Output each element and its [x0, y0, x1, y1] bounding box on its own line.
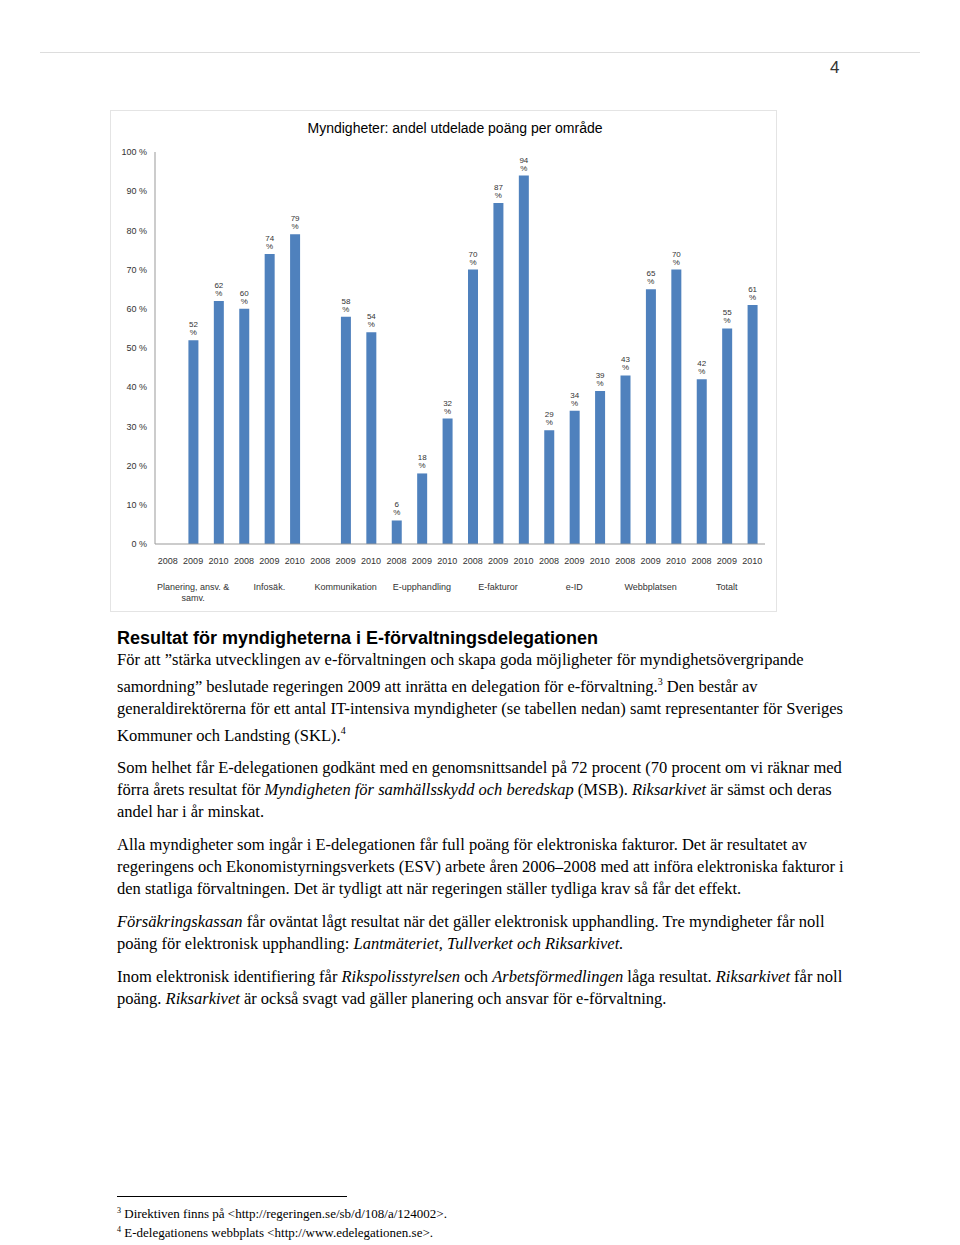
svg-text:2009: 2009: [183, 556, 203, 566]
svg-text:20 %: 20 %: [126, 461, 147, 471]
svg-text:2010: 2010: [666, 556, 686, 566]
svg-text:55%: 55%: [723, 308, 732, 325]
html-text:Alla myndigheter som ingår i E: Alla myndigheter som ingår i E-delegatio…: [117, 835, 844, 898]
html-text:För att ”stärka utvecklingen a: För att ”stärka utvecklingen av e-förval…: [117, 650, 843, 744]
svg-text:2010: 2010: [590, 556, 610, 566]
svg-text:10 %: 10 %: [126, 500, 147, 510]
svg-text:2009: 2009: [564, 556, 584, 566]
svg-text:40 %: 40 %: [126, 382, 147, 392]
svg-text:50 %: 50 %: [126, 343, 147, 353]
svg-text:2008: 2008: [310, 556, 330, 566]
svg-text:Kommunikation: Kommunikation: [315, 582, 377, 592]
svg-text:2009: 2009: [641, 556, 661, 566]
svg-text:94%: 94%: [519, 156, 528, 173]
svg-text:2008: 2008: [386, 556, 406, 566]
svg-text:32%: 32%: [443, 399, 452, 416]
html-text:Myndigheter: andel utdelade po: Myndigheter: andel utdelade poäng per om…: [307, 120, 603, 136]
html-text:Som helhet får E-delegationen: Som helhet får E-delegationen godkänt me…: [117, 758, 842, 821]
svg-text:29%: 29%: [545, 410, 554, 427]
svg-text:2010: 2010: [285, 556, 305, 566]
svg-text:2010: 2010: [437, 556, 457, 566]
svg-text:87%: 87%: [494, 183, 503, 200]
svg-text:6%: 6%: [393, 500, 400, 517]
svg-text:30 %: 30 %: [126, 422, 147, 432]
svg-text:2008: 2008: [463, 556, 483, 566]
svg-text:58%: 58%: [341, 297, 350, 314]
html-text:4: 4: [830, 58, 840, 77]
svg-text:2008: 2008: [539, 556, 559, 566]
svg-text:2010: 2010: [514, 556, 534, 566]
svg-text:43%: 43%: [621, 355, 630, 372]
svg-text:2009: 2009: [336, 556, 356, 566]
svg-text:E-fakturor: E-fakturor: [478, 582, 518, 592]
svg-text:2009: 2009: [412, 556, 432, 566]
svg-text:60 %: 60 %: [126, 304, 147, 314]
svg-text:42%: 42%: [697, 359, 706, 376]
html-text:3 Direktiven finns på <http://: 3 Direktiven finns på <http://regeringen…: [117, 1206, 447, 1222]
svg-text:2009: 2009: [488, 556, 508, 566]
svg-text:2009: 2009: [259, 556, 279, 566]
html-text:Inom elektronisk identifiering: Inom elektronisk identifiering får Riksp…: [117, 967, 843, 1008]
svg-text:70%: 70%: [469, 250, 478, 267]
svg-text:80 %: 80 %: [126, 226, 147, 236]
html-text:Försäkringskassan får oväntat: Försäkringskassan får oväntat lågt resul…: [117, 912, 825, 953]
svg-text:70%: 70%: [672, 250, 681, 267]
svg-text:34%: 34%: [570, 391, 579, 408]
svg-text:39%: 39%: [596, 371, 605, 388]
svg-text:2008: 2008: [691, 556, 711, 566]
svg-text:62%: 62%: [214, 281, 223, 298]
svg-text:Planering, ansv. &: Planering, ansv. &: [157, 582, 229, 592]
svg-text:74%: 74%: [265, 234, 274, 251]
svg-text:70 %: 70 %: [126, 265, 147, 275]
svg-text:2008: 2008: [234, 556, 254, 566]
svg-text:Infosäk.: Infosäk.: [254, 582, 286, 592]
svg-text:52%: 52%: [189, 320, 198, 337]
svg-text:Totalt: Totalt: [716, 582, 738, 592]
svg-text:E-upphandling: E-upphandling: [393, 582, 451, 592]
svg-text:2010: 2010: [361, 556, 381, 566]
html-text:4 E-delegationens webbplats <h: 4 E-delegationens webbplats <http://www.…: [117, 1225, 433, 1241]
svg-text:2010: 2010: [742, 556, 762, 566]
svg-text:e-ID: e-ID: [566, 582, 584, 592]
html-text:Resultat för myndigheterna i E: Resultat för myndigheterna i E-förvaltni…: [117, 628, 599, 648]
svg-text:Webbplatsen: Webbplatsen: [624, 582, 676, 592]
svg-text:0 %: 0 %: [131, 539, 147, 549]
svg-text:65%: 65%: [646, 269, 655, 286]
svg-text:2009: 2009: [717, 556, 737, 566]
svg-text:79%: 79%: [291, 214, 300, 231]
svg-text:samv.: samv.: [181, 593, 204, 603]
svg-text:61%: 61%: [748, 285, 757, 302]
svg-text:100 %: 100 %: [121, 147, 147, 157]
svg-text:18%: 18%: [418, 453, 427, 470]
svg-text:60%: 60%: [240, 289, 249, 306]
svg-text:2008: 2008: [158, 556, 178, 566]
svg-text:2008: 2008: [615, 556, 635, 566]
svg-text:90 %: 90 %: [126, 186, 147, 196]
svg-text:2010: 2010: [209, 556, 229, 566]
svg-text:54%: 54%: [367, 312, 376, 329]
